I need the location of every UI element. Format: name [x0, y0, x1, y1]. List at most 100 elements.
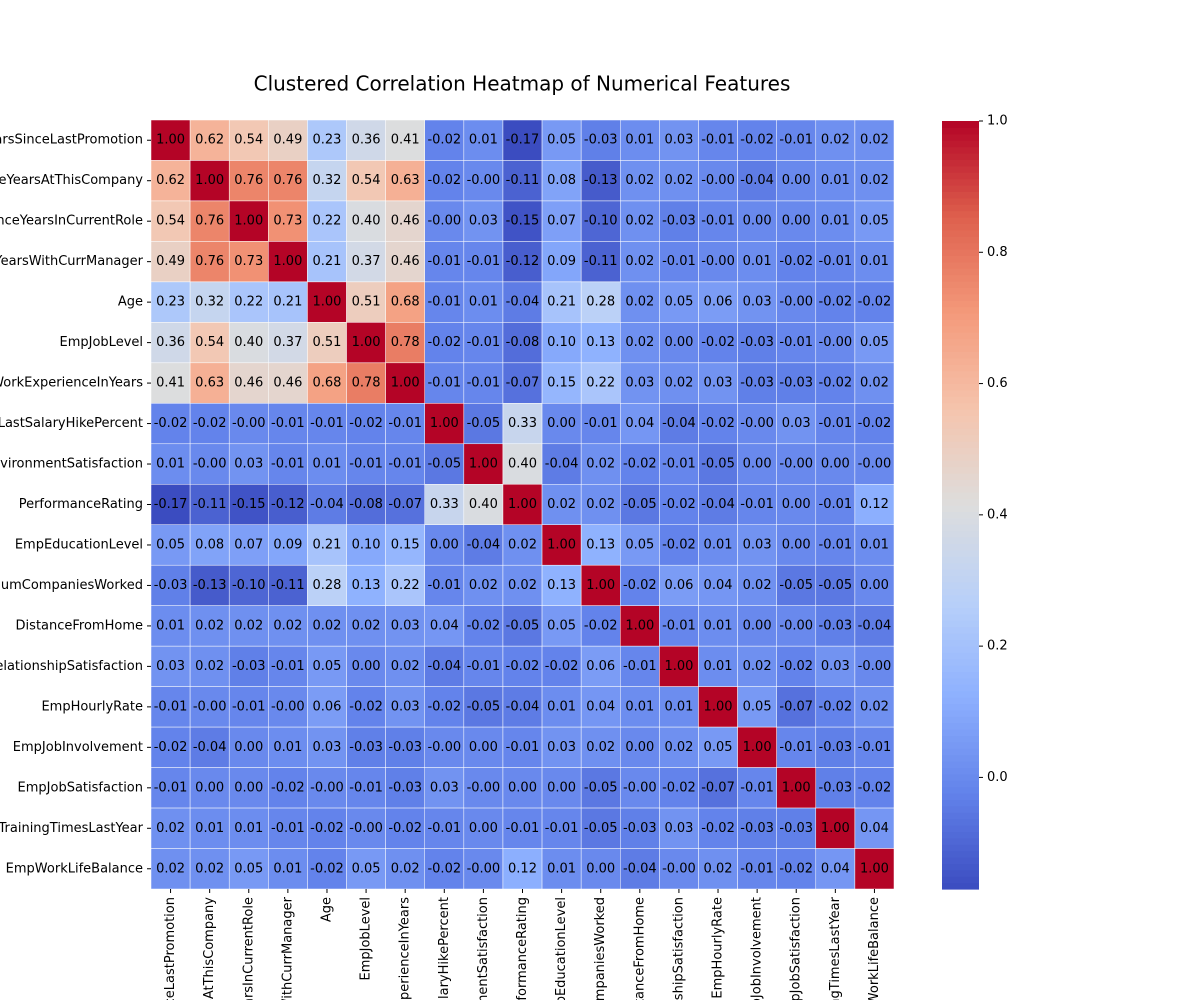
- cell-label: 0.03: [782, 416, 811, 431]
- colorbar-segment: [942, 677, 979, 685]
- heatmap-cell: [854, 848, 895, 890]
- y-tick-label: EmpEducationLevel: [15, 537, 143, 552]
- heatmap-cell: [463, 362, 504, 404]
- cell-label: -0.01: [388, 457, 422, 472]
- cell-label: 0.01: [664, 699, 693, 714]
- colorbar-segment: [942, 229, 979, 237]
- cell-label: 0.54: [234, 133, 263, 148]
- cell-label: -0.00: [232, 416, 266, 431]
- colorbar-segment: [942, 133, 979, 141]
- heatmap-cell: [228, 119, 269, 161]
- heatmap-cell: [854, 362, 895, 404]
- colorbar-segment: [942, 613, 979, 621]
- heatmap-cell: [189, 160, 230, 202]
- cell-label: 0.03: [625, 376, 654, 391]
- heatmap-cell: [385, 605, 425, 647]
- cell-label: -0.01: [154, 780, 188, 795]
- heatmap-cell: [424, 362, 465, 404]
- cell-label: 0.00: [547, 416, 576, 431]
- cell-label: -0.01: [506, 821, 540, 836]
- cell-label: -0.07: [506, 376, 540, 391]
- cell-label: 0.02: [469, 578, 498, 593]
- colorbar-segment: [942, 837, 979, 845]
- cell-label: 0.33: [508, 416, 537, 431]
- cell-label: 0.01: [195, 821, 224, 836]
- heatmap-cell: [698, 686, 738, 728]
- heatmap-cell: [698, 807, 738, 849]
- heatmap-cell: [150, 484, 191, 525]
- cell-label: 0.41: [391, 133, 420, 148]
- colorbar-segment: [942, 549, 979, 557]
- heatmap-cell: [698, 403, 738, 445]
- colorbar-segment: [942, 639, 979, 647]
- cell-label: -0.00: [271, 699, 305, 714]
- cell-label: 0.00: [743, 457, 772, 472]
- heatmap-cell: [463, 281, 504, 323]
- colorbar-segment: [942, 377, 979, 384]
- cell-label: 0.05: [860, 335, 889, 350]
- colorbar-segment: [942, 818, 979, 826]
- heatmap-cell: [463, 848, 504, 890]
- heatmap-cell: [228, 524, 269, 566]
- heatmap-cell: [463, 524, 504, 566]
- cell-label: 0.13: [586, 537, 615, 552]
- cell-label: 0.02: [508, 578, 537, 593]
- cell-label: -0.02: [349, 699, 383, 714]
- colorbar-segment: [942, 242, 979, 250]
- cell-label: -0.05: [584, 780, 618, 795]
- heatmap-cell: [698, 484, 738, 525]
- colorbar-segment: [942, 313, 979, 320]
- cell-label: 0.00: [782, 537, 811, 552]
- colorbar-segment: [942, 434, 979, 442]
- cell-label: -0.01: [819, 254, 853, 269]
- cell-label: -0.01: [701, 214, 735, 229]
- cell-label: 0.02: [625, 173, 654, 188]
- cell-label: 0.22: [586, 376, 615, 391]
- cell-label: -0.01: [819, 537, 853, 552]
- heatmap-cell: [228, 767, 269, 809]
- x-tick-label: DistanceFromHome: [632, 897, 647, 1000]
- cell-label: 0.49: [273, 133, 302, 148]
- heatmap-cell: [463, 119, 504, 161]
- colorbar-segment: [942, 191, 979, 199]
- cell-label: -0.01: [232, 699, 266, 714]
- cell-label: 0.13: [547, 578, 576, 593]
- cell-label: 1.00: [430, 416, 459, 431]
- heatmap-cell: [502, 200, 543, 242]
- heatmap-cell: [463, 767, 504, 809]
- heatmap-cell: [307, 645, 347, 687]
- heatmap-cell: [541, 281, 582, 323]
- heatmap-cell: [620, 200, 660, 242]
- cell-label: -0.11: [584, 254, 618, 269]
- heatmap-cell: [424, 119, 465, 161]
- cell-label: 1.00: [782, 780, 811, 795]
- cell-label: 0.05: [234, 861, 263, 876]
- cell-label: 0.02: [860, 173, 889, 188]
- cell-label: 0.28: [586, 295, 615, 310]
- heatmap-cell: [815, 281, 856, 323]
- heatmap-cell: [189, 848, 230, 890]
- colorbar-segment: [942, 364, 979, 372]
- heatmap-cell: [580, 241, 621, 283]
- cell-label: -0.01: [467, 659, 501, 674]
- heatmap-cell: [385, 807, 425, 849]
- heatmap-cell: [189, 241, 230, 283]
- cell-label: 0.01: [625, 133, 654, 148]
- heatmap-cell: [424, 322, 465, 364]
- heatmap-cell: [737, 645, 777, 687]
- colorbar-segment: [942, 690, 979, 698]
- cell-label: 0.01: [312, 457, 341, 472]
- y-tick-label: ExperienceYearsAtThisCompany: [0, 173, 143, 188]
- heatmap-cell: [698, 645, 738, 687]
- cell-label: -0.03: [349, 740, 383, 755]
- cell-label: -0.04: [427, 659, 461, 674]
- cell-label: -0.00: [779, 295, 813, 310]
- y-tick-label: YearsSinceLastPromotion: [0, 133, 143, 148]
- heatmap-cell: [228, 160, 269, 202]
- heatmap-cell: [659, 645, 699, 687]
- cell-label: -0.01: [858, 740, 892, 755]
- cell-label: -0.05: [623, 497, 657, 512]
- cell-label: -0.00: [349, 821, 383, 836]
- colorbar-tick-label: 1.0: [987, 114, 1008, 129]
- cell-label: -0.02: [779, 861, 813, 876]
